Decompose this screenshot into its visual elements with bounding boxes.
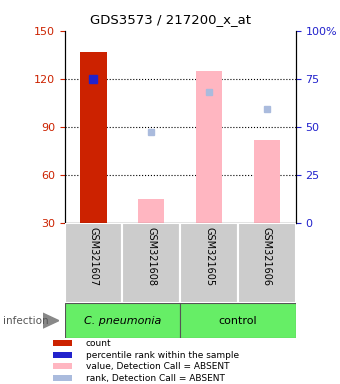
- Bar: [53, 352, 72, 358]
- Text: GSM321607: GSM321607: [88, 227, 99, 286]
- Bar: [53, 340, 72, 346]
- Text: C. pneumonia: C. pneumonia: [84, 316, 161, 326]
- Bar: [53, 363, 72, 369]
- Text: rank, Detection Call = ABSENT: rank, Detection Call = ABSENT: [86, 374, 224, 383]
- Text: value, Detection Call = ABSENT: value, Detection Call = ABSENT: [86, 362, 229, 371]
- Bar: [238, 223, 296, 303]
- Polygon shape: [42, 313, 59, 328]
- Bar: [65, 223, 122, 303]
- Text: percentile rank within the sample: percentile rank within the sample: [86, 351, 239, 360]
- Bar: [180, 303, 296, 338]
- Text: infection: infection: [3, 316, 49, 326]
- Text: GSM321606: GSM321606: [262, 227, 272, 286]
- Bar: [196, 71, 222, 223]
- Bar: [81, 51, 106, 223]
- Bar: [254, 139, 280, 223]
- Text: GDS3573 / 217200_x_at: GDS3573 / 217200_x_at: [89, 13, 251, 26]
- Text: GSM321608: GSM321608: [146, 227, 156, 286]
- Bar: [138, 199, 164, 223]
- Text: GSM321605: GSM321605: [204, 227, 214, 286]
- Bar: [180, 223, 238, 303]
- Bar: [122, 223, 180, 303]
- Bar: [53, 375, 72, 381]
- Text: count: count: [86, 339, 111, 348]
- Text: control: control: [219, 316, 257, 326]
- Bar: [65, 303, 180, 338]
